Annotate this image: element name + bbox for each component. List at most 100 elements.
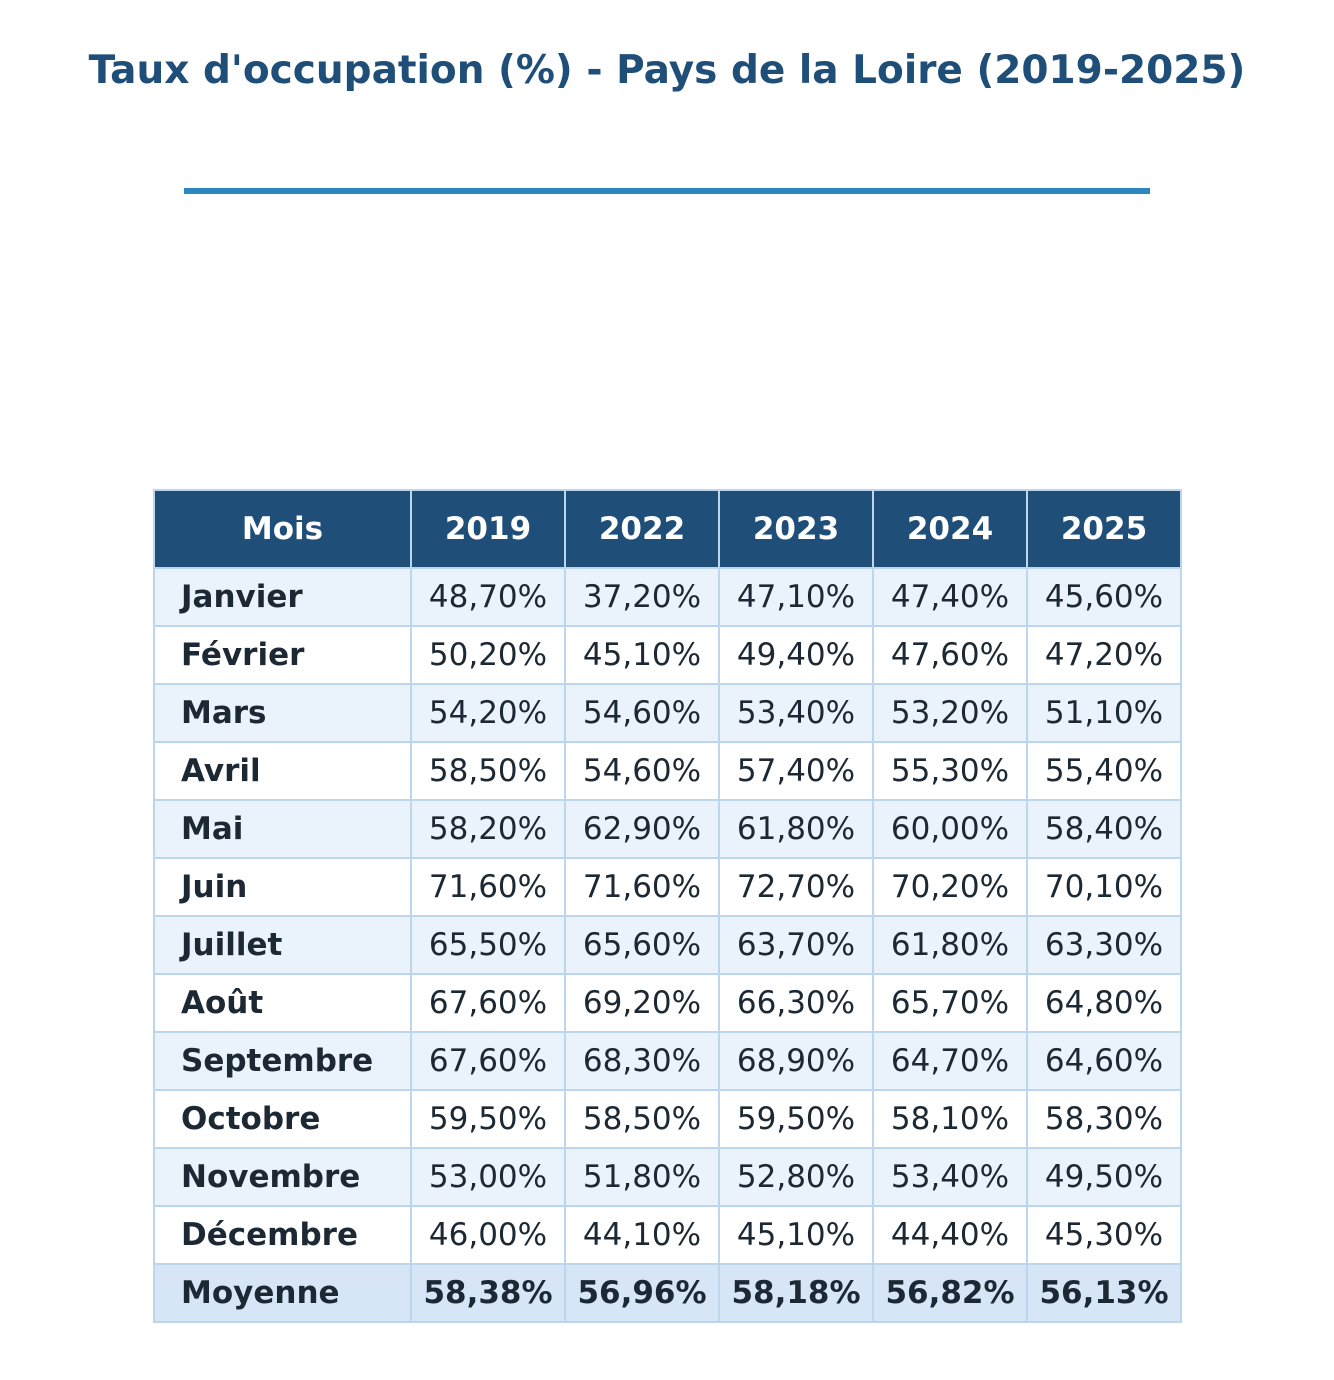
value-cell: 54,20% <box>410 683 566 743</box>
value-cell: 44,40% <box>872 1205 1028 1265</box>
month-cell: Novembre <box>153 1147 412 1207</box>
value-cell: 58,30% <box>1026 1089 1182 1149</box>
value-cell: 68,30% <box>564 1031 720 1091</box>
table-footer-row: Moyenne 58,38% 56,96% 58,18% 56,82% 56,1… <box>153 1263 1182 1323</box>
value-cell: 58,20% <box>410 799 566 859</box>
footer-value: 56,82% <box>872 1263 1028 1323</box>
month-cell: Octobre <box>153 1089 412 1149</box>
value-cell: 66,30% <box>718 973 874 1033</box>
value-cell: 51,10% <box>1026 683 1182 743</box>
footer-value: 58,18% <box>718 1263 874 1323</box>
table-row: Mai 58,20% 62,90% 61,80% 60,00% 58,40% <box>153 799 1182 859</box>
value-cell: 47,20% <box>1026 625 1182 685</box>
month-cell: Décembre <box>153 1205 412 1265</box>
table-body: Janvier 48,70% 37,20% 47,10% 47,40% 45,60% Fév… <box>153 567 1182 1265</box>
table-row: Février 50,20% 45,10% 49,40% 47,60% 47,20% <box>153 625 1182 685</box>
value-cell: 67,60% <box>410 973 566 1033</box>
value-cell: 63,30% <box>1026 915 1182 975</box>
occupancy-table: Mois 2019 2022 2023 2024 2025 Janvier 48,… <box>153 489 1182 1323</box>
value-cell: 44,10% <box>564 1205 720 1265</box>
page-title: Taux d'occupation (%) - Pays de la Loire… <box>88 48 1246 93</box>
value-cell: 72,70% <box>718 857 874 917</box>
value-cell: 61,80% <box>718 799 874 859</box>
month-cell: Février <box>153 625 412 685</box>
month-cell: Juillet <box>153 915 412 975</box>
table-row: Juillet 65,50% 65,60% 63,70% 61,80% 63,30% <box>153 915 1182 975</box>
month-cell: Mars <box>153 683 412 743</box>
table-row: Août 67,60% 69,20% 66,30% 65,70% 64,80% <box>153 973 1182 1033</box>
value-cell: 55,40% <box>1026 741 1182 801</box>
value-cell: 62,90% <box>564 799 720 859</box>
value-cell: 67,60% <box>410 1031 566 1091</box>
table-row: Juin 71,60% 71,60% 72,70% 70,20% 70,10% <box>153 857 1182 917</box>
footer-value: 58,38% <box>410 1263 566 1323</box>
value-cell: 65,70% <box>872 973 1028 1033</box>
value-cell: 45,30% <box>1026 1205 1182 1265</box>
value-cell: 51,80% <box>564 1147 720 1207</box>
value-cell: 64,80% <box>1026 973 1182 1033</box>
footer-value: 56,96% <box>564 1263 720 1323</box>
value-cell: 70,20% <box>872 857 1028 917</box>
value-cell: 46,00% <box>410 1205 566 1265</box>
month-cell: Mai <box>153 799 412 859</box>
value-cell: 71,60% <box>410 857 566 917</box>
value-cell: 64,70% <box>872 1031 1028 1091</box>
value-cell: 57,40% <box>718 741 874 801</box>
value-cell: 59,50% <box>410 1089 566 1149</box>
value-cell: 63,70% <box>718 915 874 975</box>
value-cell: 71,60% <box>564 857 720 917</box>
value-cell: 45,10% <box>718 1205 874 1265</box>
column-header: 2023 <box>718 489 874 569</box>
column-header: 2025 <box>1026 489 1182 569</box>
value-cell: 47,60% <box>872 625 1028 685</box>
value-cell: 58,50% <box>410 741 566 801</box>
value-cell: 61,80% <box>872 915 1028 975</box>
value-cell: 65,60% <box>564 915 720 975</box>
value-cell: 54,60% <box>564 683 720 743</box>
table-row: Décembre 46,00% 44,10% 45,10% 44,40% 45,30% <box>153 1205 1182 1265</box>
column-header: 2022 <box>564 489 720 569</box>
footer-value: 56,13% <box>1026 1263 1182 1323</box>
value-cell: 59,50% <box>718 1089 874 1149</box>
value-cell: 47,40% <box>872 567 1028 627</box>
table-row: Novembre 53,00% 51,80% 52,80% 53,40% 49,50% <box>153 1147 1182 1207</box>
month-cell: Juin <box>153 857 412 917</box>
table-row: Septembre 67,60% 68,30% 68,90% 64,70% 64,60% <box>153 1031 1182 1091</box>
value-cell: 58,10% <box>872 1089 1028 1149</box>
value-cell: 65,50% <box>410 915 566 975</box>
month-cell: Janvier <box>153 567 412 627</box>
value-cell: 60,00% <box>872 799 1028 859</box>
column-header: 2024 <box>872 489 1028 569</box>
column-header: Mois <box>153 489 412 569</box>
value-cell: 70,10% <box>1026 857 1182 917</box>
value-cell: 53,40% <box>872 1147 1028 1207</box>
month-cell: Août <box>153 973 412 1033</box>
month-cell: Septembre <box>153 1031 412 1091</box>
value-cell: 37,20% <box>564 567 720 627</box>
value-cell: 58,40% <box>1026 799 1182 859</box>
value-cell: 50,20% <box>410 625 566 685</box>
value-cell: 69,20% <box>564 973 720 1033</box>
value-cell: 45,60% <box>1026 567 1182 627</box>
value-cell: 47,10% <box>718 567 874 627</box>
table-header-row: Mois 2019 2022 2023 2024 2025 <box>153 489 1182 569</box>
value-cell: 58,50% <box>564 1089 720 1149</box>
table-row: Octobre 59,50% 58,50% 59,50% 58,10% 58,30% <box>153 1089 1182 1149</box>
value-cell: 49,50% <box>1026 1147 1182 1207</box>
value-cell: 53,40% <box>718 683 874 743</box>
value-cell: 55,30% <box>872 741 1028 801</box>
column-header: 2019 <box>410 489 566 569</box>
value-cell: 53,00% <box>410 1147 566 1207</box>
value-cell: 54,60% <box>564 741 720 801</box>
value-cell: 45,10% <box>564 625 720 685</box>
table-row: Mars 54,20% 54,60% 53,40% 53,20% 51,10% <box>153 683 1182 743</box>
table-row: Avril 58,50% 54,60% 57,40% 55,30% 55,40% <box>153 741 1182 801</box>
title-divider <box>184 188 1150 194</box>
table-row: Janvier 48,70% 37,20% 47,10% 47,40% 45,60% <box>153 567 1182 627</box>
value-cell: 53,20% <box>872 683 1028 743</box>
value-cell: 68,90% <box>718 1031 874 1091</box>
value-cell: 52,80% <box>718 1147 874 1207</box>
month-cell: Avril <box>153 741 412 801</box>
value-cell: 64,60% <box>1026 1031 1182 1091</box>
footer-label: Moyenne <box>153 1263 412 1323</box>
